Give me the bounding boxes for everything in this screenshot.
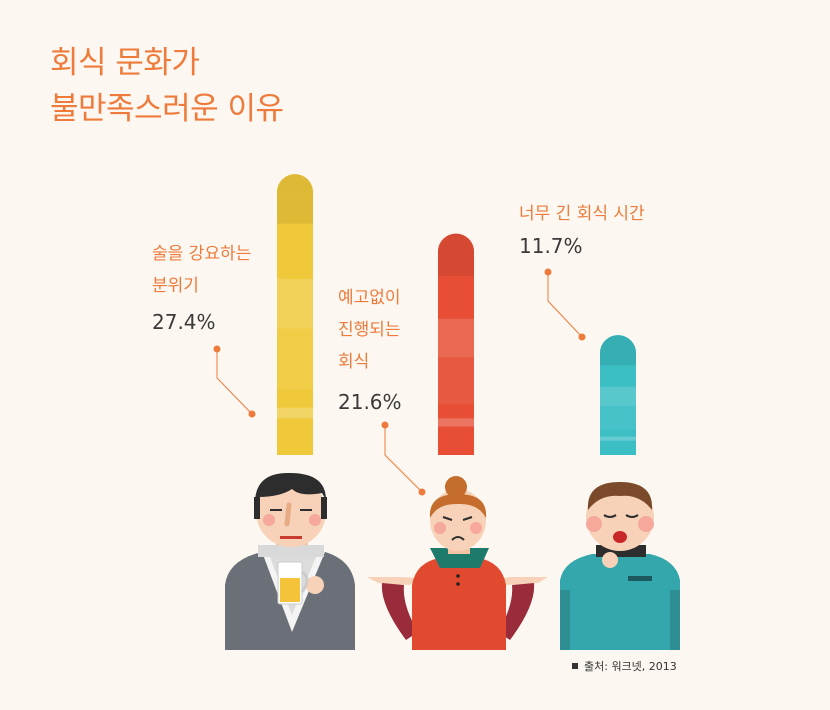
leader-dot-2 bbox=[381, 421, 389, 429]
bar-label-2-line-1: 예고없이 bbox=[338, 288, 401, 308]
bar-label-1-line-1: 술을 강요하는 bbox=[152, 244, 252, 264]
bar-2-band-2 bbox=[438, 318, 474, 358]
bar-1-band-1 bbox=[277, 192, 313, 224]
bar-1-band-2 bbox=[277, 278, 313, 329]
bar-label-3: 너무 긴 회식 시간 bbox=[519, 198, 645, 230]
leader-dot-2b bbox=[418, 488, 426, 496]
leader-dot-3b bbox=[578, 333, 586, 341]
bar-label-2-line-2: 진행되는 bbox=[338, 320, 401, 340]
bar-2 bbox=[438, 233, 474, 455]
bar-value-label-3: 11.7% bbox=[519, 234, 583, 258]
title-line-2: 불만족스러운 이유 bbox=[50, 91, 284, 127]
bar-3-cap bbox=[600, 335, 636, 354]
bar-3 bbox=[600, 335, 636, 455]
bar-value-label-1: 27.4% bbox=[152, 310, 216, 334]
bar-label-2: 예고없이 진행되는 회식 bbox=[338, 282, 401, 378]
leader-dot-1 bbox=[213, 345, 221, 353]
man-with-beer-illustration bbox=[225, 472, 355, 650]
bar-label-1: 술을 강요하는 분위기 bbox=[152, 238, 251, 302]
woman-shrugging-illustration bbox=[367, 476, 548, 650]
bar-3-band-1 bbox=[600, 353, 636, 366]
bar-value-label-2: 21.6% bbox=[338, 390, 402, 414]
bar-2-band-1 bbox=[438, 251, 474, 277]
bar-2-band-3 bbox=[438, 357, 474, 405]
bullet-square-icon bbox=[572, 663, 578, 669]
title-line-1: 회식 문화가 bbox=[50, 45, 200, 81]
bar-3-band-2 bbox=[600, 386, 636, 407]
bars-group bbox=[277, 174, 636, 455]
leader-dot-1b bbox=[248, 410, 256, 418]
leader-line-2 bbox=[384, 425, 423, 493]
bar-2-band-4 bbox=[438, 418, 474, 427]
bar-1 bbox=[277, 174, 313, 455]
bar-2-cap bbox=[438, 233, 474, 252]
bar-1-band-4 bbox=[277, 407, 313, 419]
leader-dot-3 bbox=[544, 268, 552, 276]
source-note: 출처: 워크넷, 2013 bbox=[572, 658, 677, 674]
bar-3-band-3 bbox=[600, 406, 636, 430]
bar-1-band-3 bbox=[277, 328, 313, 390]
bar-label-2-line-3: 회식 bbox=[338, 352, 370, 372]
leader-lines bbox=[213, 268, 586, 496]
bar-label-1-line-2: 분위기 bbox=[152, 276, 199, 296]
bar-label-3-line-1: 너무 긴 회식 시간 bbox=[519, 204, 645, 224]
bar-1-cap bbox=[277, 174, 313, 193]
leader-line-1 bbox=[216, 349, 253, 415]
bar-3-band-4 bbox=[600, 436, 636, 441]
leader-line-3 bbox=[547, 272, 583, 338]
man-yawning-illustration bbox=[560, 482, 680, 650]
page-title: 회식 문화가 불만족스러운 이유 bbox=[50, 40, 284, 132]
source-text: 출처: 워크넷, 2013 bbox=[584, 660, 677, 673]
